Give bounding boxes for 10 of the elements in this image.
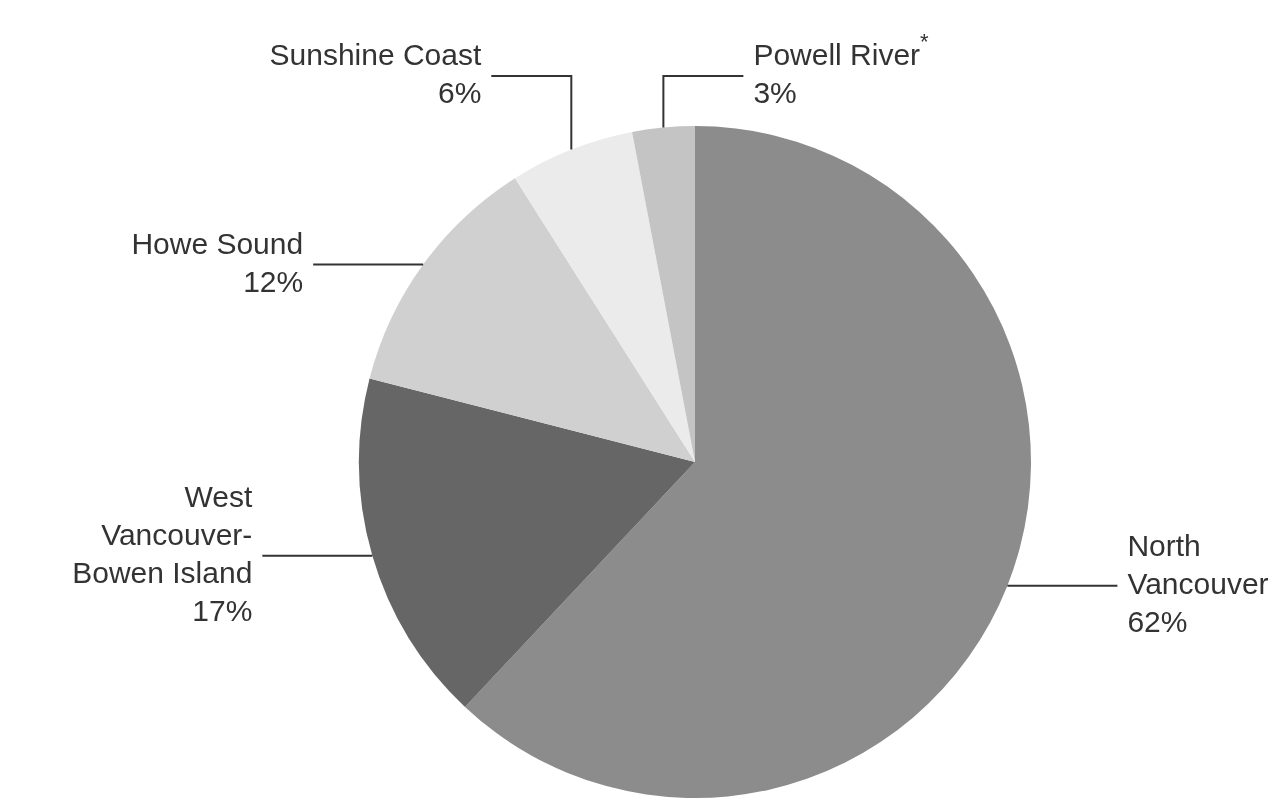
data-label: 12%: [243, 264, 304, 298]
data-label: 3%: [753, 76, 797, 110]
slice-label: Powell River*: [753, 29, 930, 72]
slice-label: Howe Sound: [131, 226, 304, 260]
slice-label: Sunshine Coast: [269, 38, 482, 72]
data-label: 62%: [1127, 604, 1188, 638]
slice-label: West Vancouver-Bowen Island: [72, 480, 254, 590]
data-label: 6%: [437, 76, 482, 110]
data-label: 17%: [192, 594, 253, 628]
slice-label: North Vancouver: [1127, 528, 1269, 600]
